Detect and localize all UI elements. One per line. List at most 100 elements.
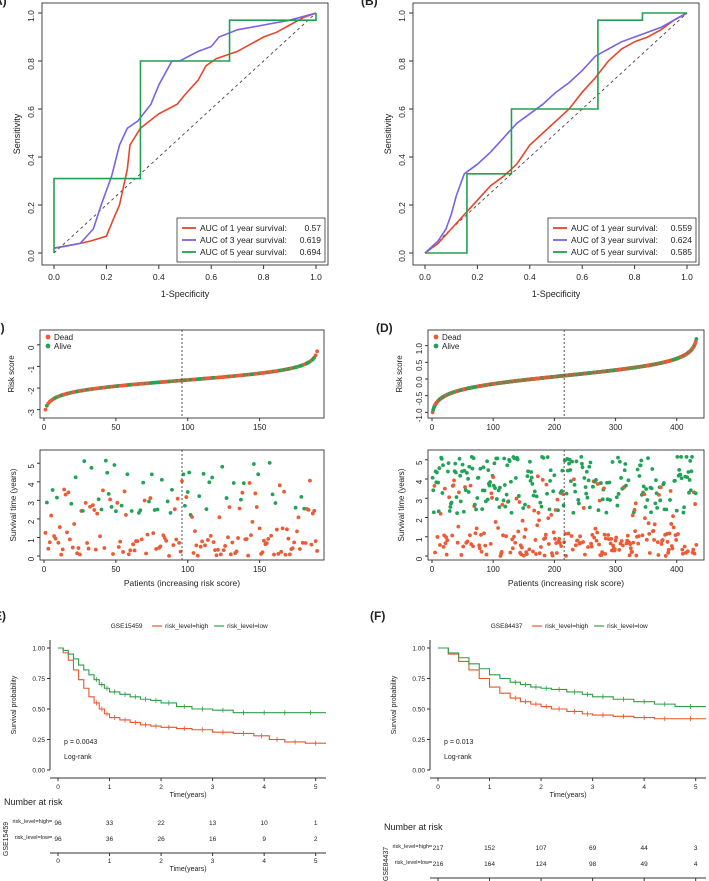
alive-point [684,454,689,459]
dead-point [636,541,641,546]
y-tick-label: 0.2 [26,202,36,214]
dead-point [632,507,637,512]
x-tick-label: 400 [670,423,684,432]
y-tick-label: 5 [27,463,36,468]
dead-point [543,532,548,537]
legend-auc-value: 0.585 [671,247,693,257]
dead-point [452,478,456,483]
alive-point [463,488,468,492]
dead-point [473,531,478,536]
x-tick-label: 4 [262,784,266,791]
dead-point [474,526,479,531]
dead-point [218,552,223,557]
test-label: Log-rank [444,754,472,761]
dead-point [142,498,147,503]
dead-point [491,475,496,480]
alive-point [677,467,682,472]
alive-point [681,510,686,515]
dead-point [162,536,167,540]
x-tick-label: 300 [609,423,623,432]
alive-point [526,469,530,474]
dead-point [205,538,210,542]
dead-point [602,486,606,491]
dead-point [438,543,442,547]
dead-point [85,541,90,545]
dead-point [619,539,624,543]
dead-point [477,546,482,551]
alive-point [594,478,598,482]
legend-dead-swatch [45,334,51,340]
x-tick-label: 3 [211,784,215,791]
alive-point [471,456,476,461]
dead-point [613,547,617,552]
alive-point [466,490,471,494]
y-tick-label: 0.8 [397,58,407,70]
dead-point [549,513,554,517]
alive-point [674,508,679,513]
alive-point [441,463,445,468]
dead-point [535,523,540,528]
dead-point [111,552,115,556]
panel-label: (D) [376,321,393,335]
dead-point [520,518,525,523]
alive-point [687,478,692,482]
y-tick-label: 1.00 [412,646,425,653]
y-tick-label: 0.4 [397,154,407,166]
dead-point [461,544,466,549]
roc-curve-3yr [53,12,317,249]
risk-table-value: 217 [433,845,444,852]
alive-point [668,498,672,502]
alive-point [525,474,530,479]
risk-table-value: 33 [106,820,114,827]
alive-point [649,486,654,491]
dead-point [656,553,661,557]
x-tick-label: 0.8 [258,272,270,282]
test-label: Log-rank [64,754,92,761]
x-tick-label: 100 [487,565,501,574]
risk-table-value: 216 [433,861,444,868]
dead-point [98,534,102,539]
dead-point [234,549,239,554]
risk-table: Number at risk risk_level=high 217 152 107 69… [383,822,706,881]
alive-point [614,495,619,500]
alive-point [109,505,114,509]
alive-point [470,466,475,471]
legend-label: AUC of 5 year survival: [571,247,658,257]
alive-point [168,511,173,515]
dead-point [569,534,574,538]
alive-point [586,478,591,483]
legend-auc-value: 0.559 [671,223,693,233]
x-tick-label: 2 [159,784,163,791]
alive-point [588,460,593,465]
dead-point [657,492,661,497]
dead-point [122,489,127,494]
dead-point [49,513,54,518]
dead-point [589,544,594,549]
dead-point [65,530,69,535]
y-tick-label: 0.50 [32,707,45,714]
dead-point [477,543,482,548]
alive-point [654,478,658,483]
diagonal-reference-line [424,12,688,254]
alive-point [453,470,458,475]
y-tick-label: -1 [27,365,36,373]
alive-point [498,485,502,490]
dead-point [693,502,698,506]
dead-point [501,533,505,538]
dead-point [535,474,540,479]
dead-point [90,503,95,508]
y-tick-label: 1 [27,538,36,543]
roc-curve-1yr [53,12,317,249]
y-tick-label: 0.0 [397,250,407,262]
alive-point [125,472,130,477]
alive-point [224,496,229,500]
alive-point [626,478,631,483]
dead-point [43,530,48,535]
dead-point [59,552,64,557]
alive-point [302,506,307,511]
dead-point [559,544,564,548]
y-tick-label: 0.6 [26,106,36,118]
x-tick-label: 0.8 [629,272,641,282]
